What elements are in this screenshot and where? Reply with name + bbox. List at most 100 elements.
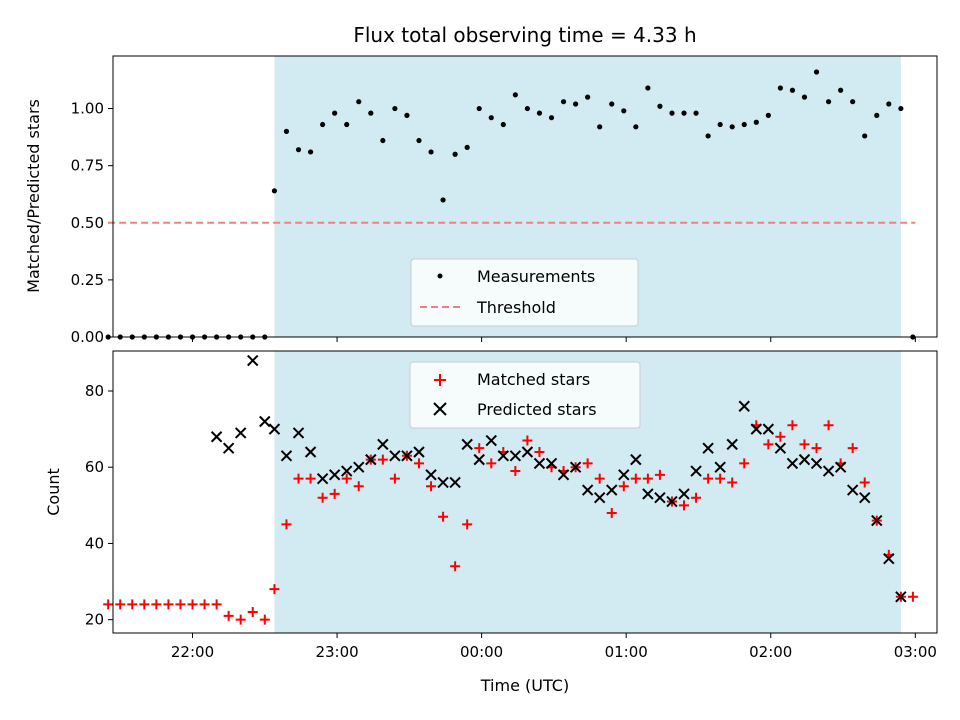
measurement-point [488,115,494,121]
matched-star-point [859,477,870,488]
top-y-tick-label: 0.25 [71,271,104,289]
predicted-star-point [485,434,497,447]
predicted-star-point [292,427,305,439]
measurement-point [344,121,350,128]
bottom-legend: Matched stars Predicted stars [409,361,641,429]
matched-star-point [715,473,726,484]
matched-star-point [329,488,340,499]
matched-star-point [259,614,270,625]
measurement-point [801,94,808,100]
predicted-star-point [328,469,341,481]
bottom-panel: 20 40 60 80 22:00 23:00 00:00 01:00 02:00 03:00 [85,350,938,661]
matched-star-point [727,477,738,488]
bottom-legend-box [409,361,641,429]
matched-star-point [199,599,210,610]
predicted-star-point [726,438,738,451]
predicted-star-point [702,442,714,454]
predicted-star-point [630,453,642,466]
measurement-point [633,124,639,130]
measurement-point [838,87,844,93]
predicted-star-point [895,591,907,603]
matched-star-point [582,458,593,469]
matched-star-point [450,561,461,572]
matched-star-point [775,431,786,442]
predicted-star-point [557,469,570,481]
measurement-point [392,105,398,112]
matched-star-point [763,439,774,450]
predicted-star-point [810,457,823,470]
predicted-star-point [521,446,534,458]
predicted-star-point [883,552,895,565]
predicted-star-point [497,450,510,462]
predicted-star-point [247,354,259,367]
predicted-star-point [859,492,871,504]
matched-star-point [413,458,424,469]
matched-star-point [377,454,388,465]
matched-star-point [247,607,258,618]
measurement-point [572,101,579,107]
matched-star-point [823,420,834,431]
predicted-star-point [666,495,678,508]
measurement-point [874,112,880,118]
measurement-point [320,121,326,128]
matched-star-point [103,599,114,610]
measurement-point [777,85,783,91]
measurement-point [295,147,302,153]
measurement-point [428,149,434,155]
bottom-x-tick-label: 22:00 [171,643,214,661]
predicted-star-point [389,450,401,462]
measurement-point [621,108,627,114]
predicted-star-point [654,492,666,504]
measurement-point [585,94,591,100]
measurement-point [850,99,856,105]
matched-star-point [787,420,798,431]
top-y-axis-label: Matched/Predicted stars [24,99,43,293]
predicted-star-point [738,400,750,412]
measurement-point [380,137,386,144]
measurement-point [332,110,338,116]
measurement-point [271,188,278,194]
predicted-star-point [606,484,618,496]
top-legend-box [410,258,639,327]
measurement-point [898,105,904,112]
bottom-x-tick-label: 23:00 [315,643,358,661]
measurement-point [464,144,470,150]
predicted-star-point [473,453,485,466]
legend-plus-marker [434,374,446,386]
predicted-star-point [341,465,353,477]
measurement-point [825,99,832,105]
matched-star-point [389,473,400,484]
measurement-point [500,121,506,128]
matched-star-point [618,481,629,492]
measurement-point [404,112,410,118]
matched-star-point [486,458,497,469]
predicted-star-point [750,423,763,435]
matched-star-point [847,443,858,454]
measurement-point [717,121,723,128]
predicted-star-point [365,453,377,466]
predicted-star-point [280,450,293,462]
measurement-point [356,99,362,105]
matched-star-point [151,599,162,610]
matched-star-point [187,599,198,610]
measurement-point [476,105,482,112]
matched-star-point [630,473,641,484]
measurement-point [645,85,651,91]
legend-predicted-label: Predicted stars [477,400,597,419]
predicted-star-point [353,461,365,473]
matched-star-point [139,599,150,610]
measurement-point [307,149,314,155]
predicted-star-point [593,492,606,504]
bottom-y-tick-label: 40 [85,534,104,552]
bottom-x-tick-label: 02:00 [749,643,792,661]
predicted-star-point [437,476,449,489]
bottom-y-tick-label: 80 [85,382,104,400]
measurement-point [560,99,567,105]
legend-dot-marker [437,273,443,279]
predicted-star-point [798,453,811,466]
predicted-star-point [581,484,594,496]
measurement-point [416,137,422,144]
bottom-x-tick-label: 00:00 [460,643,503,661]
predicted-star-point [259,415,271,428]
matched-star-point [703,473,714,484]
